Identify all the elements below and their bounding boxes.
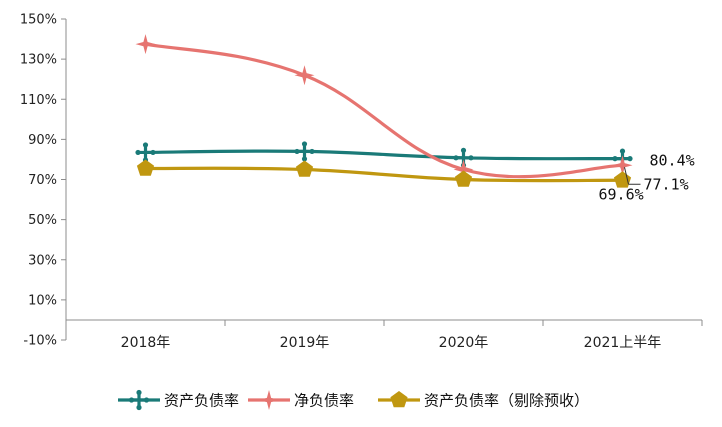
data-point-marker <box>294 65 315 86</box>
y-tick-label: 50% <box>28 213 57 228</box>
marker-knob <box>619 148 626 154</box>
marker-knob <box>294 148 300 155</box>
data-label: 69.6% <box>599 185 644 203</box>
leader-line <box>624 167 629 185</box>
y-tick-label: 70% <box>28 173 57 188</box>
legend-item: 净负债率 <box>248 390 354 410</box>
marker-knob <box>612 156 618 162</box>
data-labels: 80.4% 77.1%69.6% <box>599 152 695 204</box>
marker-knob <box>143 397 150 403</box>
legend-label: 资产负债率 <box>164 392 239 410</box>
legend-label: 资产负债率（剔除预收） <box>424 392 589 410</box>
marker-stroke-horizontal <box>136 150 155 155</box>
marker-knob <box>150 149 156 156</box>
legend-item: 资产负债率 <box>118 389 239 411</box>
marker-stroke-horizontal <box>295 149 314 154</box>
y-axis-ticks: -10% 10% 30% 50% 70% 90% 110% 130% 150% <box>20 13 66 349</box>
data-point-marker <box>294 141 315 162</box>
marker-knob <box>309 148 315 155</box>
data-label: 77.1% <box>644 175 689 193</box>
y-tick-label: 10% <box>28 293 57 308</box>
y-tick-label: 30% <box>28 253 57 268</box>
marker-knob <box>453 155 459 161</box>
x-tick-label: 2021上半年 <box>584 335 662 351</box>
y-tick-label: 90% <box>28 133 57 148</box>
x-axis-ticks: 2018年 2019年 2020年 2021上半年 <box>121 335 662 351</box>
marker-knob <box>136 389 142 396</box>
legend: 资产负债率 净负债率 资产负债率（剔除预收） <box>118 389 589 411</box>
x-tick-label: 2018年 <box>121 335 171 351</box>
series-lines <box>135 34 633 188</box>
y-tick-label: -10% <box>23 334 57 349</box>
legend-item: 资产负债率（剔除预收） <box>378 391 589 410</box>
marker-knob <box>142 142 149 148</box>
y-tick-label: 130% <box>20 53 57 68</box>
marker-knob <box>301 156 308 162</box>
x-tick-label: 2020年 <box>439 335 489 351</box>
data-point-marker <box>135 34 156 55</box>
data-point-marker <box>135 142 156 163</box>
data-point-marker <box>295 160 314 177</box>
data-point-marker <box>136 159 155 176</box>
data-point-marker <box>612 155 633 176</box>
marker-knob <box>136 404 142 411</box>
marker-stroke-horizontal <box>454 156 473 160</box>
x-tick-label: 2019年 <box>280 335 330 351</box>
marker-knob <box>301 141 308 147</box>
legend-label: 净负债率 <box>294 392 354 410</box>
star4-icon <box>259 390 279 410</box>
marker-knob <box>135 149 141 156</box>
series-line-0 <box>143 149 625 161</box>
marker-knob <box>468 155 474 161</box>
plus-icon <box>128 389 150 411</box>
series-line-2 <box>143 166 625 183</box>
marker-knob <box>460 147 467 153</box>
marker-stroke-horizontal <box>130 398 148 402</box>
y-tick-label: 110% <box>20 93 57 108</box>
data-label: 80.4% <box>650 152 695 170</box>
data-point-marker <box>454 170 473 187</box>
series-line-1 <box>143 42 625 179</box>
marker-knob <box>128 397 135 403</box>
marker-knob <box>627 156 633 162</box>
y-tick-label: 150% <box>20 13 57 28</box>
pentagon-icon <box>390 391 408 408</box>
data-point-marker <box>453 159 474 180</box>
